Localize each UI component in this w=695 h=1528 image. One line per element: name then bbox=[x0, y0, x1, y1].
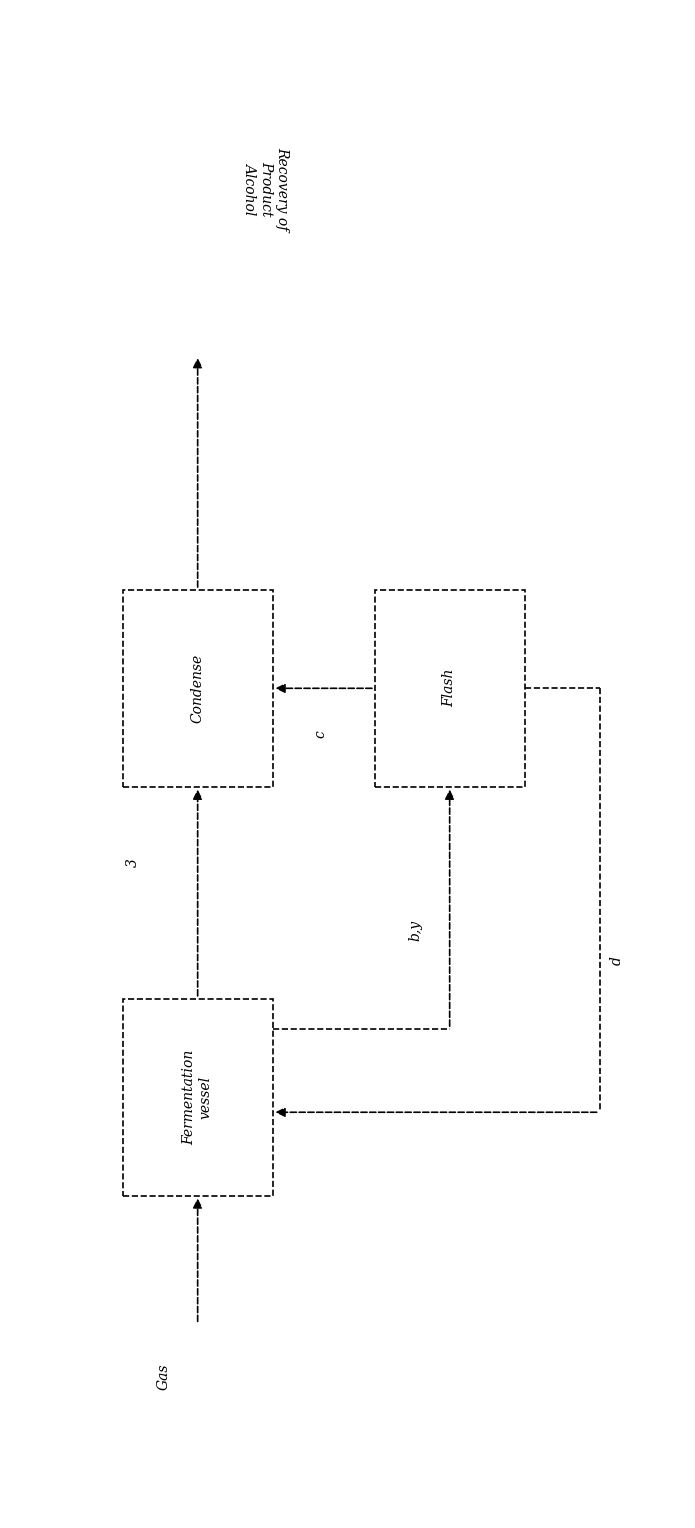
Text: c: c bbox=[313, 730, 327, 738]
Bar bbox=[123, 999, 272, 1195]
Text: Flash: Flash bbox=[443, 669, 457, 707]
Text: b,y: b,y bbox=[409, 920, 423, 941]
Bar bbox=[123, 590, 272, 787]
Text: Condense: Condense bbox=[190, 654, 204, 723]
Text: Gas: Gas bbox=[156, 1365, 170, 1390]
Text: Recovery of
Product
Alcohol: Recovery of Product Alcohol bbox=[243, 147, 289, 231]
Text: Fermentation
vessel: Fermentation vessel bbox=[183, 1050, 213, 1144]
Text: 3: 3 bbox=[126, 859, 140, 866]
Bar bbox=[375, 590, 525, 787]
Text: d: d bbox=[610, 957, 623, 966]
